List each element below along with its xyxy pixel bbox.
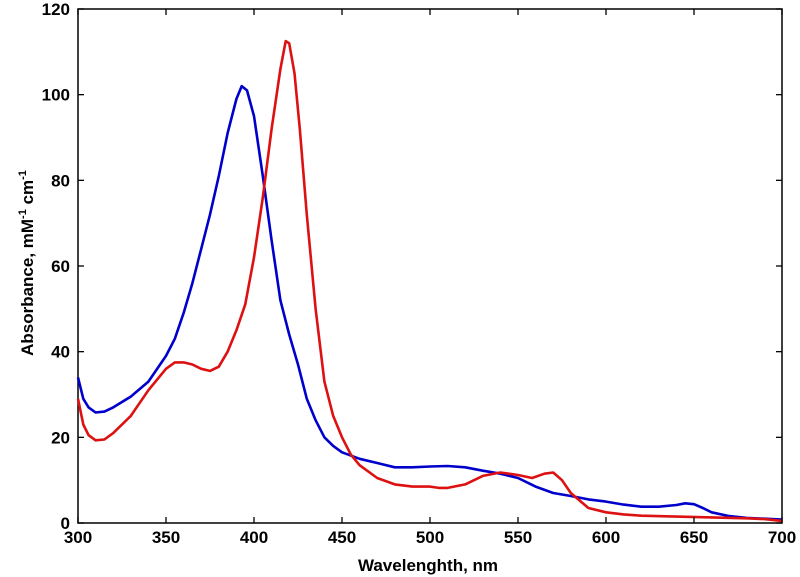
plot-frame	[77, 8, 783, 524]
y-axis-label-exp1: -1	[17, 209, 29, 219]
y-tick-label: 100	[42, 86, 70, 105]
y-axis-label-main: Absorbance, mM	[18, 219, 37, 356]
series-line-1	[76, 84, 783, 521]
x-tick-label: 650	[680, 528, 708, 547]
series-line-2	[76, 39, 783, 523]
x-axis-label: Wavelenghth, nm	[358, 556, 498, 575]
y-axis-label-unit2: cm	[18, 180, 37, 209]
x-tick-label: 300	[64, 528, 92, 547]
y-axis-label: Absorbance, mM-1 cm-1	[17, 170, 37, 356]
y-tick-label: 0	[61, 514, 70, 533]
ticks-layer: 300 350 400 450 500 550 600 650 700 0 20 40 60 80 100 1…	[42, 0, 797, 547]
x-tick-label: 450	[328, 528, 356, 547]
y-axis-label-exp2: -1	[17, 170, 29, 180]
x-tick-label: 400	[240, 528, 268, 547]
y-tick-label: 120	[42, 0, 70, 19]
y-tick-label: 80	[51, 171, 70, 190]
series-layer	[76, 39, 783, 523]
y-tick-label: 20	[51, 428, 70, 447]
y-tick-label: 40	[51, 343, 70, 362]
x-tick-label: 550	[504, 528, 532, 547]
y-tick-label: 60	[51, 257, 70, 276]
x-tick-label: 600	[592, 528, 620, 547]
x-tick-label: 350	[152, 528, 180, 547]
plot-area	[77, 8, 783, 524]
x-tick-label: 500	[416, 528, 444, 547]
x-tick-label: 700	[768, 528, 796, 547]
